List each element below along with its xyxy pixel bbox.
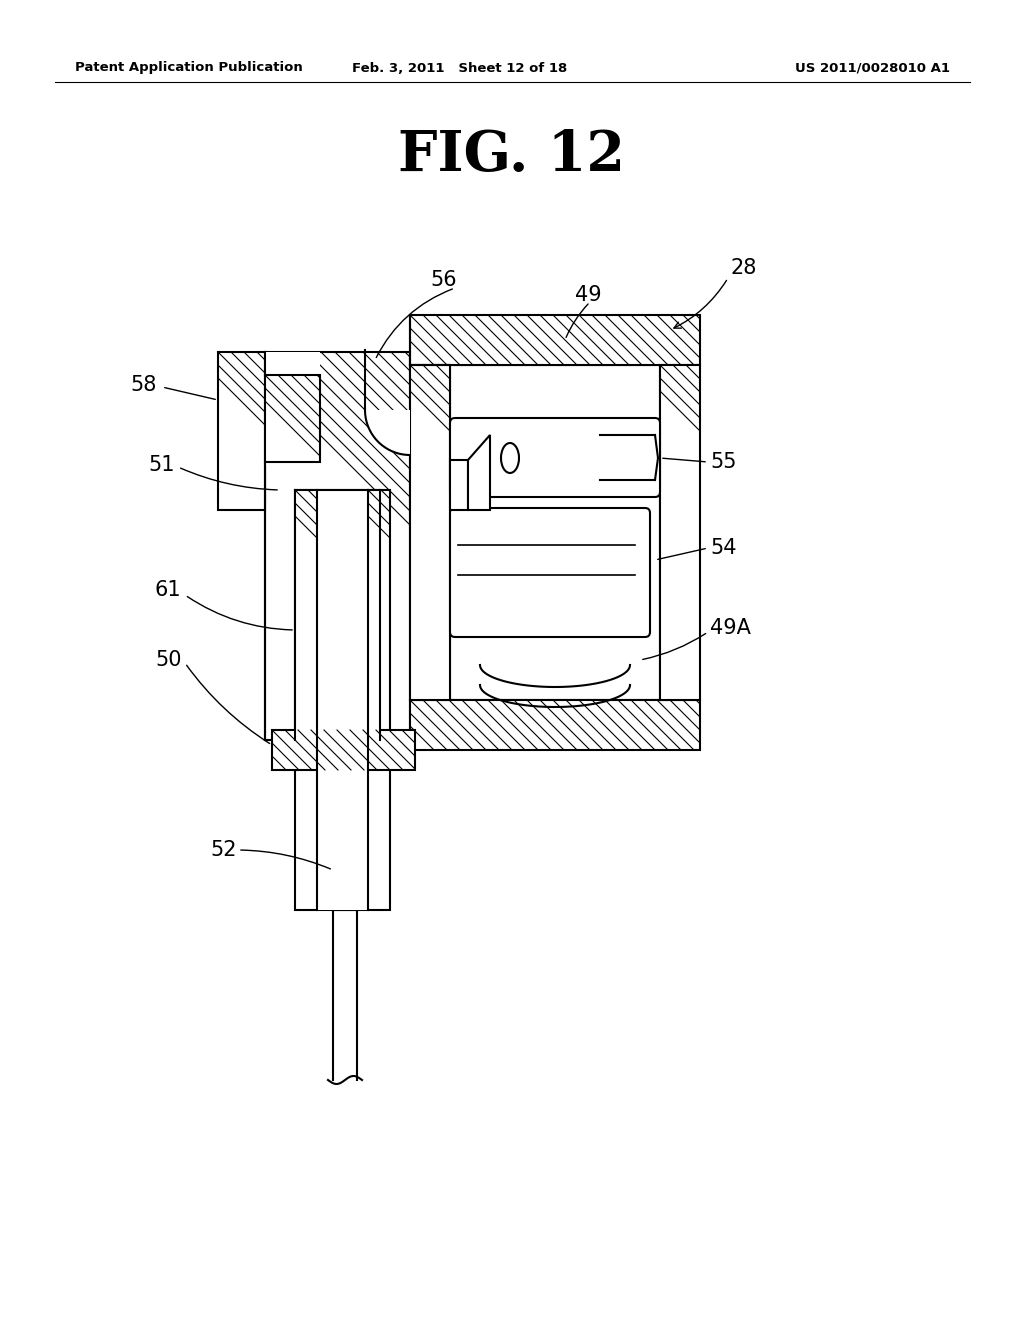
FancyArrowPatch shape	[566, 304, 588, 338]
Bar	[410, 366, 450, 700]
Bar	[410, 700, 700, 750]
Text: 28: 28	[730, 257, 757, 279]
FancyArrowPatch shape	[187, 597, 292, 630]
Text: US 2011/0028010 A1: US 2011/0028010 A1	[795, 62, 950, 74]
FancyArrowPatch shape	[186, 665, 269, 743]
Bar	[450, 459, 468, 510]
FancyBboxPatch shape	[450, 418, 660, 498]
Text: Feb. 3, 2011   Sheet 12 of 18: Feb. 3, 2011 Sheet 12 of 18	[352, 62, 567, 74]
Text: 58: 58	[130, 375, 157, 395]
Wedge shape	[365, 411, 410, 455]
Bar	[265, 352, 410, 741]
Bar	[660, 366, 700, 700]
Text: 55: 55	[710, 451, 736, 473]
Bar	[272, 730, 415, 770]
Bar	[410, 315, 700, 366]
Text: FIG. 12: FIG. 12	[398, 128, 626, 182]
FancyBboxPatch shape	[450, 508, 650, 638]
Bar	[450, 366, 660, 700]
FancyArrowPatch shape	[657, 549, 706, 560]
Text: 49: 49	[575, 285, 602, 305]
FancyArrowPatch shape	[663, 458, 706, 462]
Ellipse shape	[501, 444, 519, 473]
Text: 49A: 49A	[710, 618, 751, 638]
FancyArrowPatch shape	[180, 469, 278, 490]
Bar	[218, 352, 265, 510]
Text: 54: 54	[710, 539, 736, 558]
FancyArrowPatch shape	[643, 634, 706, 660]
Text: Patent Application Publication: Patent Application Publication	[75, 62, 303, 74]
FancyArrowPatch shape	[376, 289, 453, 358]
FancyArrowPatch shape	[241, 850, 331, 869]
Bar	[265, 375, 319, 462]
Bar	[317, 490, 368, 909]
Text: 52: 52	[210, 840, 237, 861]
FancyArrowPatch shape	[674, 280, 727, 329]
Text: 56: 56	[430, 271, 457, 290]
Text: 61: 61	[155, 579, 181, 601]
Bar	[265, 352, 319, 465]
Text: 50: 50	[155, 649, 181, 671]
Bar	[295, 490, 390, 909]
Bar	[295, 490, 380, 741]
FancyArrowPatch shape	[165, 388, 215, 400]
Text: 51: 51	[148, 455, 174, 475]
Polygon shape	[468, 436, 490, 510]
